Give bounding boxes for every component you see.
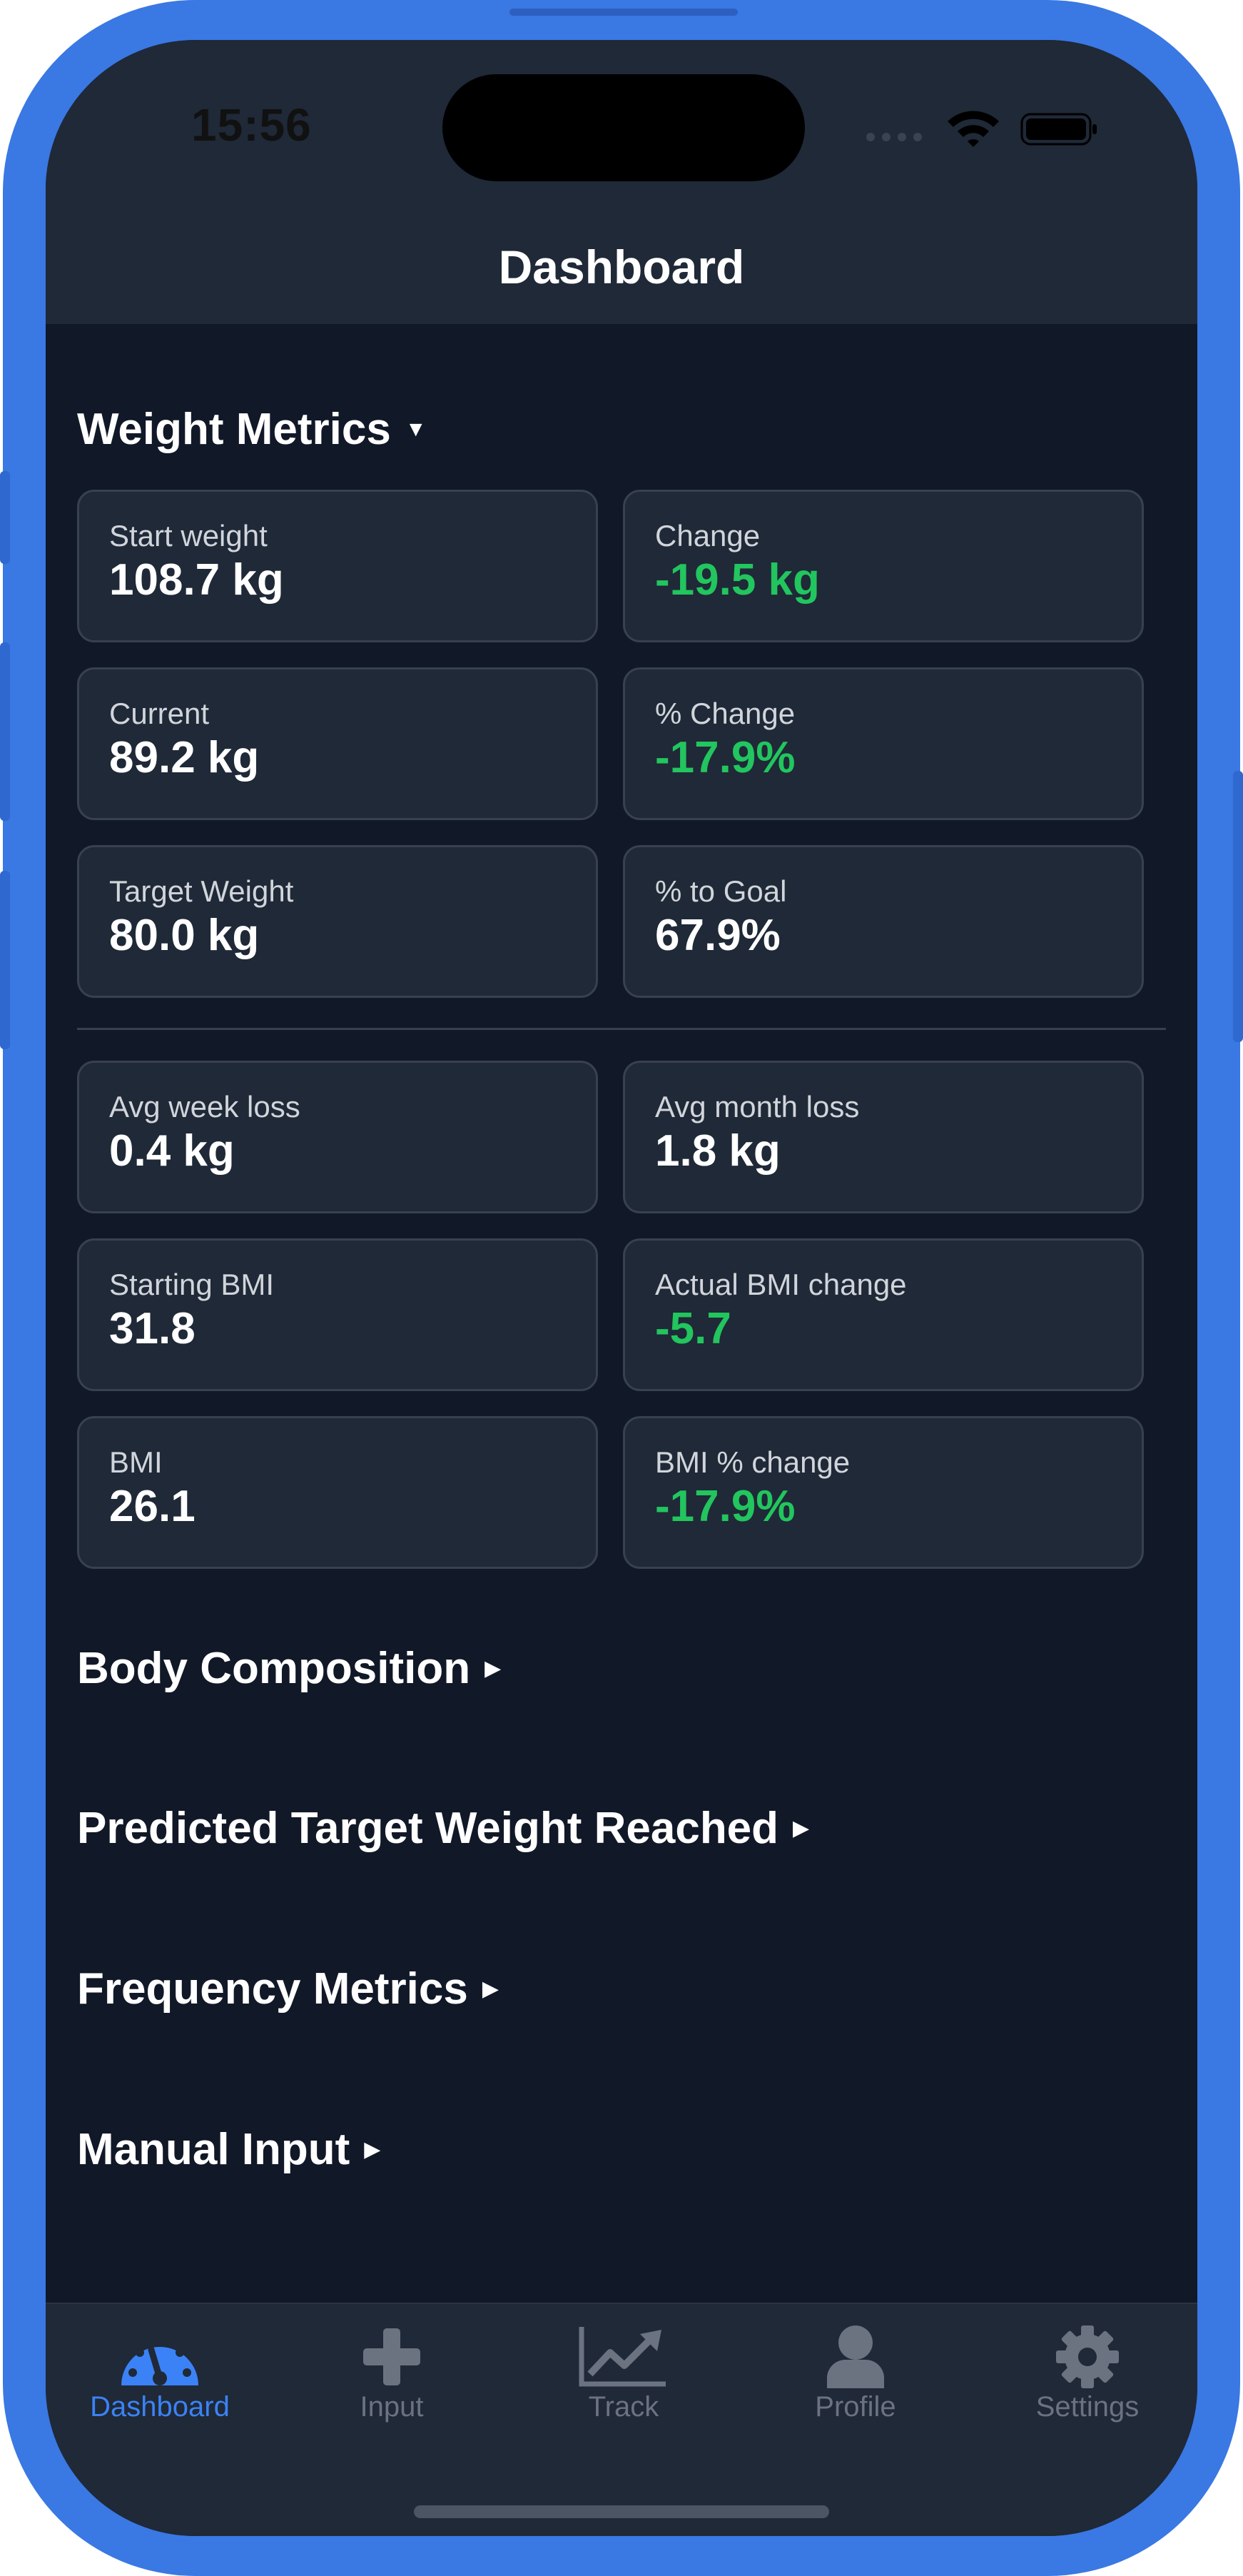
metric-card-bmi: BMI 26.1 xyxy=(77,1416,598,1569)
metric-label: % Change xyxy=(655,697,796,730)
metric-card-avg-month-loss: Avg month loss 1.8 kg xyxy=(623,1061,1144,1213)
signal-icon xyxy=(866,133,922,141)
metric-card-current: Current 89.2 kg xyxy=(77,667,598,820)
person-icon xyxy=(827,2325,884,2388)
tab-profile[interactable]: Profile xyxy=(770,2324,941,2423)
section-title: Predicted Target Weight Reached xyxy=(77,1804,779,1853)
metric-card-bmi-percent-change: BMI % change -17.9% xyxy=(623,1416,1144,1569)
metric-value: 31.8 xyxy=(109,1304,196,1353)
section-title: Body Composition xyxy=(77,1644,471,1693)
metric-card-target-weight: Target Weight 80.0 kg xyxy=(77,845,598,998)
page-title: Dashboard xyxy=(498,241,745,293)
metric-value: 108.7 kg xyxy=(109,555,284,605)
tab-dashboard[interactable]: Dashboard xyxy=(74,2324,245,2423)
metric-label: Avg month loss xyxy=(655,1090,860,1123)
power-button xyxy=(1233,771,1243,1042)
metric-value: 67.9% xyxy=(655,911,781,960)
metric-value: 26.1 xyxy=(109,1482,196,1531)
metric-card-starting-bmi: Starting BMI 31.8 xyxy=(77,1238,598,1391)
metric-value: 89.2 kg xyxy=(109,733,260,782)
metric-label: BMI % change xyxy=(655,1445,851,1479)
tab-label: Track xyxy=(588,2391,659,2423)
metric-value: 80.0 kg xyxy=(109,911,260,960)
metric-card-percent-to-goal: % to Goal 67.9% xyxy=(623,845,1144,998)
metric-value: 0.4 kg xyxy=(109,1126,235,1176)
frame-top-edge xyxy=(509,9,738,16)
plus-icon xyxy=(363,2328,420,2385)
tab-label: Input xyxy=(360,2391,424,2423)
caret-down-icon: ▼ xyxy=(405,417,427,441)
dynamic-island xyxy=(442,74,805,181)
volume-down-button xyxy=(0,871,10,1049)
metric-card-change: Change -19.5 kg xyxy=(623,490,1144,642)
header-area: 15:56 Dashboard xyxy=(46,40,1197,324)
battery-icon xyxy=(1020,113,1097,146)
tab-label: Dashboard xyxy=(90,2391,230,2423)
mute-switch xyxy=(0,471,10,564)
section-body-composition[interactable]: Body Composition ▶ xyxy=(77,1643,501,1694)
metric-value: -5.7 xyxy=(655,1304,731,1353)
metric-label: Current xyxy=(109,697,210,730)
tab-settings[interactable]: Settings xyxy=(1002,2324,1173,2423)
tab-input[interactable]: Input xyxy=(306,2324,477,2423)
metric-value: 1.8 kg xyxy=(655,1126,781,1176)
wifi-icon xyxy=(948,111,999,147)
metric-label: Starting BMI xyxy=(109,1268,275,1301)
metric-label: Start weight xyxy=(109,519,268,552)
caret-right-icon: ▶ xyxy=(482,1977,499,2001)
metric-label: Actual BMI change xyxy=(655,1268,907,1301)
section-title: Manual Input xyxy=(77,2125,350,2174)
metric-card-avg-week-loss: Avg week loss 0.4 kg xyxy=(77,1061,598,1213)
metric-value: -17.9% xyxy=(655,1482,796,1531)
divider xyxy=(77,1028,1166,1030)
caret-right-icon: ▶ xyxy=(484,1657,502,1680)
gear-icon xyxy=(1056,2325,1119,2388)
tab-label: Settings xyxy=(1035,2391,1140,2423)
screen: 15:56 Dashboard Weight Metrics ▼ Start w… xyxy=(46,40,1197,2536)
status-time: 15:56 xyxy=(191,99,312,151)
section-predicted-target[interactable]: Predicted Target Weight Reached ▶ xyxy=(77,1803,809,1854)
metric-card-start-weight: Start weight 108.7 kg xyxy=(77,490,598,642)
section-weight-metrics[interactable]: Weight Metrics ▼ xyxy=(77,404,427,455)
caret-right-icon: ▶ xyxy=(364,2138,381,2161)
metric-value: -17.9% xyxy=(655,733,796,782)
section-manual-input[interactable]: Manual Input ▶ xyxy=(77,2124,380,2175)
volume-up-button xyxy=(0,642,10,821)
metric-label: % to Goal xyxy=(655,874,787,908)
section-frequency-metrics[interactable]: Frequency Metrics ▶ xyxy=(77,1964,499,2014)
metric-label: Target Weight xyxy=(109,874,294,908)
metric-label: BMI xyxy=(109,1445,163,1479)
metric-card-percent-change: % Change -17.9% xyxy=(623,667,1144,820)
home-indicator xyxy=(414,2505,829,2518)
metric-card-actual-bmi-change: Actual BMI change -5.7 xyxy=(623,1238,1144,1391)
metric-value: -19.5 kg xyxy=(655,555,820,605)
metric-label: Change xyxy=(655,519,761,552)
caret-right-icon: ▶ xyxy=(793,1817,810,1840)
tab-label: Profile xyxy=(815,2391,896,2423)
gauge-icon xyxy=(121,2338,198,2385)
metric-label: Avg week loss xyxy=(109,1090,300,1123)
section-title: Frequency Metrics xyxy=(77,1964,468,2014)
tab-bar: Dashboard Input Track Profile xyxy=(46,2303,1197,2536)
tab-track[interactable]: Track xyxy=(538,2324,709,2423)
chart-line-icon xyxy=(579,2327,666,2387)
section-title: Weight Metrics xyxy=(77,405,391,454)
